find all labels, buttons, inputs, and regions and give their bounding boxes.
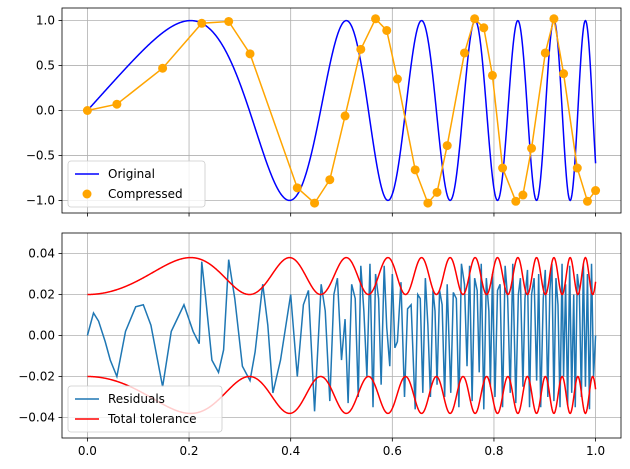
legend-box	[67, 385, 223, 433]
x-tick-label: 1.0	[586, 444, 605, 458]
compressed-point	[356, 44, 366, 54]
plot-area	[82, 14, 601, 208]
tolerance-upper-line	[87, 256, 597, 296]
legend-label: Total tolerance	[107, 412, 196, 426]
compressed-point	[432, 187, 442, 197]
compressed-point	[423, 198, 433, 208]
y-tick-label: −0.02	[18, 370, 55, 384]
compressed-point	[572, 163, 582, 173]
compressed-point	[340, 111, 350, 121]
compressed-point	[470, 14, 480, 24]
y-tick-label: 0.04	[28, 247, 55, 261]
compressed-point	[197, 18, 207, 28]
subplot-1: −1.0 −0.5 0.0 0.5 1.0 Original Compressed	[26, 7, 622, 217]
compressed-point	[292, 183, 302, 193]
compressed-point	[459, 48, 469, 58]
compressed-point	[527, 143, 537, 153]
compressed-point	[392, 74, 402, 84]
y-tick-label: −0.5	[26, 148, 55, 162]
x-tick-label: 0.2	[179, 444, 198, 458]
compressed-point	[487, 70, 497, 80]
compressed-point	[382, 25, 392, 35]
compressed-point	[442, 141, 452, 151]
legend-marker	[82, 189, 92, 199]
x-tick-label: 0.8	[484, 444, 503, 458]
compressed-point	[245, 49, 255, 59]
y-tick-label: −1.0	[26, 193, 55, 207]
subplot-2: 0.0 0.2 0.4 0.6 0.8 1.0 −0.04 −0.02 0.00 0.02 0.04…	[18, 232, 622, 458]
y-tick-label: 0.0	[36, 104, 55, 118]
legend-box	[67, 160, 206, 208]
compressed-point	[325, 175, 335, 185]
series-line-original	[86, 19, 597, 202]
x-tick-label: 0.4	[281, 444, 300, 458]
compressed-point	[158, 63, 168, 73]
compressed-point	[112, 99, 122, 109]
compressed-point	[371, 14, 381, 24]
legend-label: Compressed	[108, 187, 183, 201]
compressed-point	[310, 198, 320, 208]
compressed-point	[511, 196, 521, 206]
legend: Residuals Total tolerance	[67, 385, 223, 433]
compressed-point	[549, 14, 559, 24]
compressed-point	[479, 23, 489, 33]
compressed-point	[591, 186, 601, 196]
y-tick-label: −0.04	[18, 411, 55, 425]
compressed-point	[410, 165, 420, 175]
compressed-point	[559, 69, 569, 79]
legend-label: Residuals	[108, 392, 165, 406]
compressed-point	[582, 196, 592, 206]
compressed-point	[82, 106, 92, 115]
series-line-compressed	[87, 17, 597, 205]
compressed-point	[498, 163, 508, 173]
x-tick-label: 0.0	[78, 444, 97, 458]
y-tick-label: 0.00	[28, 329, 55, 343]
x-tick-label: 0.6	[383, 444, 402, 458]
compressed-point	[540, 48, 550, 58]
legend: Original Compressed	[67, 160, 206, 208]
y-tick-label: 0.02	[28, 288, 55, 302]
compressed-point	[518, 190, 528, 200]
y-tick-label: 0.5	[36, 59, 55, 73]
legend-label: Original	[108, 167, 155, 181]
y-tick-label: 1.0	[36, 14, 55, 28]
compressed-point	[224, 16, 234, 26]
